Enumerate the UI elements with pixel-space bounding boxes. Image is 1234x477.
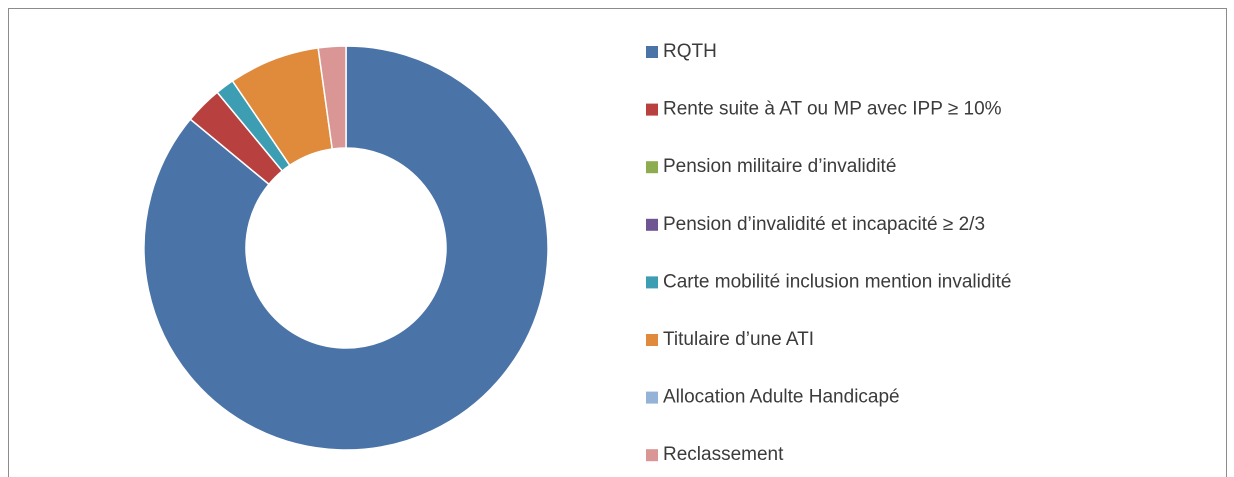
chart-frame <box>8 8 1227 477</box>
legend-label: Carte mobilité inclusion mention invalid… <box>663 271 1012 292</box>
legend-swatch <box>646 161 658 174</box>
legend-swatch <box>646 218 658 231</box>
legend-swatch <box>646 334 658 346</box>
legend-swatch <box>646 46 658 58</box>
legend-swatch <box>646 103 658 116</box>
legend-label: Pension d’invalidité et incapacité ≥ 2/3 <box>663 214 985 235</box>
legend-label: RQTH <box>663 41 717 62</box>
legend-label: Allocation Adulte Handicapé <box>663 387 900 408</box>
legend-label: Titulaire d’une ATI <box>663 329 814 350</box>
legend-swatch <box>646 276 658 289</box>
legend-swatch <box>646 391 658 404</box>
legend-label: Reclassement <box>663 444 784 465</box>
donut-slice <box>317 45 347 150</box>
legend-label: Pension militaire d’invalidité <box>663 156 896 177</box>
donut-slice <box>143 45 549 451</box>
legend-label: Rente suite à AT ou MP avec IPP ≥ 10% <box>663 99 1002 120</box>
legend-swatch <box>646 449 658 462</box>
